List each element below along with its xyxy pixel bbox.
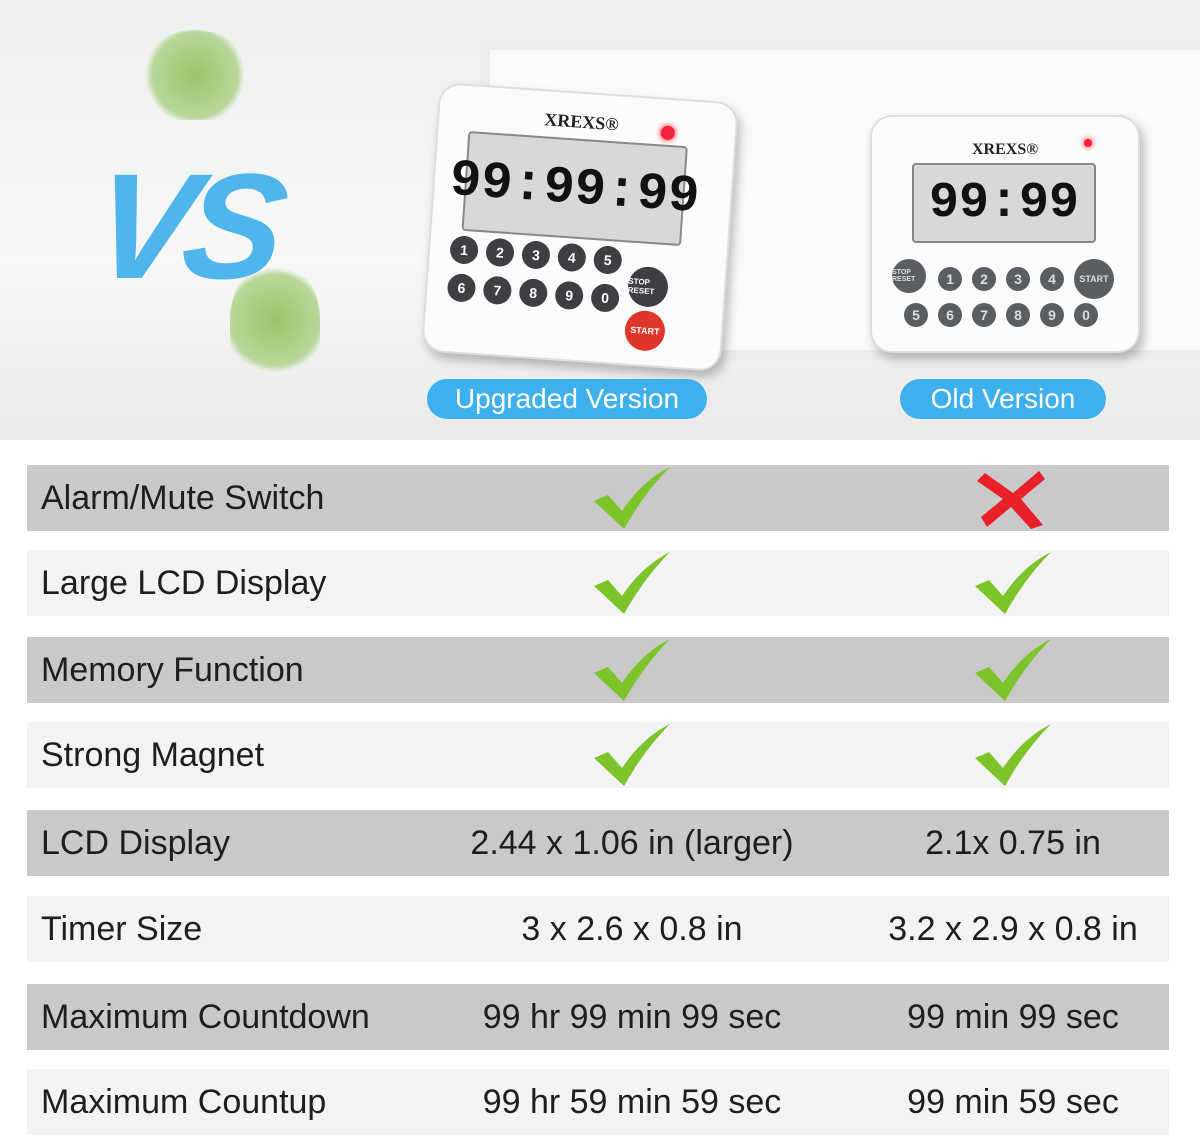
old-timer-image: XREXS® 99:99 STOP RESET 1 2 3 4 START 5 6 7 8 9 0 xyxy=(870,115,1140,353)
lcd-display: 99:99 xyxy=(912,163,1096,243)
key-button: 6 xyxy=(938,303,962,327)
feature-label: LCD Display xyxy=(41,823,230,862)
check-icon xyxy=(407,465,857,531)
table-row: Alarm/Mute Switch xyxy=(27,465,1169,531)
table-row: Timer Size 3 x 2.6 x 0.8 in 3.2 x 2.9 x 0.… xyxy=(27,896,1169,962)
key-button: 0 xyxy=(590,282,621,313)
feature-label: Alarm/Mute Switch xyxy=(41,478,325,517)
start-button: START xyxy=(623,309,667,353)
key-button: 1 xyxy=(449,235,480,265)
upgraded-value: 2.44 x 1.06 in (larger) xyxy=(470,823,794,862)
check-icon xyxy=(407,550,857,616)
upgraded-value: 3 x 2.6 x 0.8 in xyxy=(521,909,743,948)
vs-text: VS xyxy=(83,142,287,310)
check-icon xyxy=(407,722,857,788)
feature-label: Maximum Countdown xyxy=(41,997,370,1036)
check-icon xyxy=(857,550,1169,616)
old-value: 2.1x 0.75 in xyxy=(925,823,1101,862)
feature-label: Maximum Countup xyxy=(41,1082,327,1121)
key-button: 5 xyxy=(592,245,623,275)
cross-icon xyxy=(857,465,1169,531)
key-button: 7 xyxy=(482,275,513,306)
upgraded-version-badge: Upgraded Version xyxy=(427,379,707,419)
check-icon xyxy=(857,722,1169,788)
stop-reset-button: STOP RESET xyxy=(892,259,926,293)
plant-decoration xyxy=(230,260,320,380)
brand-logo: XREXS® xyxy=(972,141,1039,158)
plant-decoration xyxy=(140,30,250,120)
key-button: 2 xyxy=(972,267,996,291)
key-button: 8 xyxy=(518,277,549,308)
table-row: LCD Display 2.44 x 1.06 in (larger) 2.1x 0… xyxy=(27,810,1169,876)
key-button: 6 xyxy=(446,272,477,303)
key-button: 4 xyxy=(1040,267,1064,291)
key-button: 4 xyxy=(556,242,587,273)
feature-label: Timer Size xyxy=(41,909,203,948)
lcd-display: 99:99:99 xyxy=(448,130,701,247)
key-button: 9 xyxy=(1040,303,1064,327)
feature-label: Strong Magnet xyxy=(41,735,265,774)
led-indicator xyxy=(1084,139,1092,147)
start-button: START xyxy=(1074,259,1114,299)
check-icon xyxy=(407,637,857,703)
key-button: 1 xyxy=(938,267,962,291)
table-row: Maximum Countdown 99 hr 99 min 99 sec 99 m… xyxy=(27,984,1169,1050)
table-row: Strong Magnet xyxy=(27,722,1169,788)
key-button: 2 xyxy=(485,237,515,268)
old-value: 99 min 59 sec xyxy=(907,1082,1119,1121)
key-button: 3 xyxy=(520,240,551,270)
upgraded-timer-image: XREXS® 99:99:99 1 2 3 4 5 6 7 8 9 0 STOP RESET STAR… xyxy=(420,81,740,373)
key-button: 5 xyxy=(904,303,928,327)
upgraded-value: 99 hr 99 min 99 sec xyxy=(482,997,782,1036)
upgraded-value: 99 hr 59 min 59 sec xyxy=(482,1082,782,1121)
old-value: 99 min 99 sec xyxy=(907,997,1119,1036)
table-row: Maximum Countup 99 hr 59 min 59 sec 99 min… xyxy=(27,1069,1169,1135)
key-button: 7 xyxy=(972,303,996,327)
stop-reset-button: STOP RESET xyxy=(626,265,670,309)
old-version-badge: Old Version xyxy=(900,379,1106,419)
feature-label: Memory Function xyxy=(41,650,304,689)
check-icon xyxy=(857,637,1169,703)
old-value: 3.2 x 2.9 x 0.8 in xyxy=(888,909,1138,948)
feature-label: Large LCD Display xyxy=(41,563,327,602)
key-button: 8 xyxy=(1006,303,1030,327)
led-indicator xyxy=(660,125,676,141)
key-button: 9 xyxy=(554,280,585,311)
brand-logo: XREXS® xyxy=(543,109,620,135)
table-row: Large LCD Display xyxy=(27,550,1169,616)
table-row: Memory Function xyxy=(27,637,1169,703)
key-button: 3 xyxy=(1006,267,1030,291)
key-button: 0 xyxy=(1074,303,1098,327)
hero-banner: VS XREXS® 99:99:99 1 2 3 4 5 6 7 8 9 0 STOP RESET S… xyxy=(0,0,1200,440)
